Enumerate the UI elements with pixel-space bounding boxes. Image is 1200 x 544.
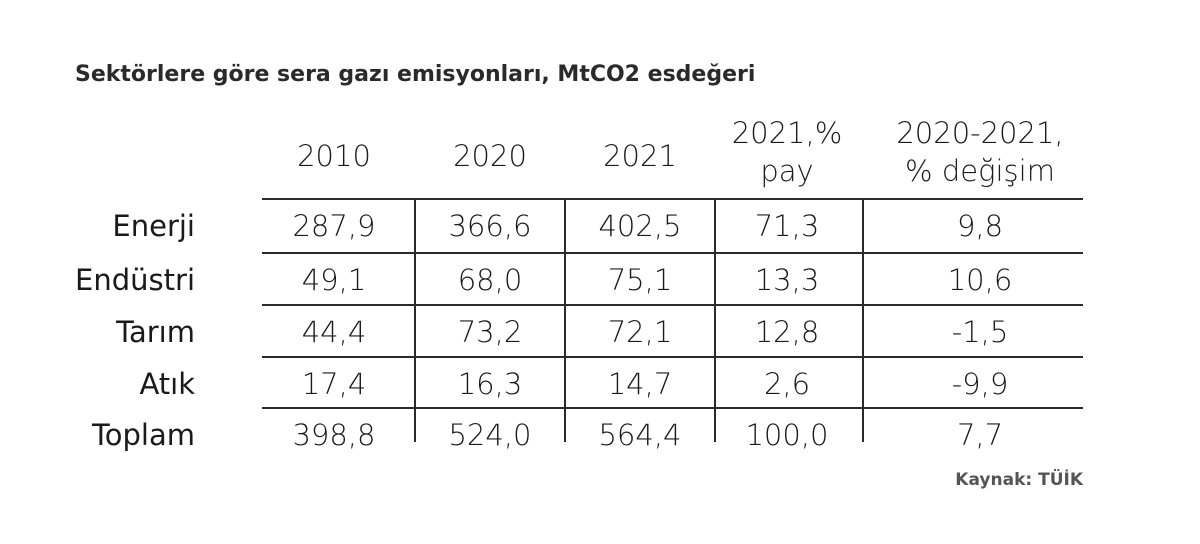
table-cell: 100,0 <box>745 418 829 452</box>
table-cell: -1,5 <box>951 315 1009 349</box>
row-label: Atık <box>139 367 195 401</box>
column-header: 2020-2021, % değişim <box>880 114 1080 190</box>
row-label: Tarım <box>116 315 195 349</box>
table-cell: 12,8 <box>754 315 820 349</box>
table-cell: 10,6 <box>947 263 1013 297</box>
table-cell: 13,3 <box>754 263 820 297</box>
table-cell: 49,1 <box>301 263 367 297</box>
row-divider <box>262 252 1083 254</box>
table-cell: 75,1 <box>607 263 673 297</box>
column-header-line: 2020-2021, <box>896 116 1064 150</box>
table-cell: 16,3 <box>457 367 523 401</box>
table-cell: -9,9 <box>951 367 1009 401</box>
column-header-line: 2020 <box>453 139 527 173</box>
column-header: 2021 <box>540 137 740 175</box>
table-cell: 71,3 <box>754 209 820 243</box>
table-cell: 366,6 <box>448 209 532 243</box>
column-divider <box>714 198 716 442</box>
column-header-line: % değişim <box>905 154 1055 188</box>
column-header: 2021,% pay <box>687 114 887 190</box>
column-header-line: 2021 <box>603 139 677 173</box>
table-cell: 287,9 <box>292 209 376 243</box>
row-label: Toplam <box>91 418 195 452</box>
table-cell: 72,1 <box>607 315 673 349</box>
column-header-line: 2021,% <box>731 116 843 150</box>
table-cell: 44,4 <box>301 315 367 349</box>
row-label: Enerji <box>112 209 195 243</box>
row-divider <box>262 356 1083 358</box>
table-cell: 14,7 <box>607 367 673 401</box>
column-header: 2010 <box>234 137 434 175</box>
table-cell: 564,4 <box>598 418 682 452</box>
row-divider <box>262 407 1083 409</box>
table-cell: 402,5 <box>598 209 682 243</box>
column-divider <box>564 198 566 442</box>
row-divider <box>262 304 1083 306</box>
table-cell: 2,6 <box>763 367 811 401</box>
table-cell: 68,0 <box>457 263 523 297</box>
table-cell: 73,2 <box>457 315 523 349</box>
table-cell: 9,8 <box>956 209 1004 243</box>
source-note: Kaynak: TÜİK <box>955 470 1083 490</box>
column-divider <box>414 198 416 442</box>
column-divider <box>862 198 864 442</box>
chart-title: Sektörlere göre sera gazı emisyonları, M… <box>75 62 756 87</box>
table-cell: 7,7 <box>956 418 1004 452</box>
row-divider <box>262 198 1083 200</box>
column-header-line: 2010 <box>297 139 371 173</box>
column-header-line: pay <box>760 154 814 188</box>
table-cell: 524,0 <box>448 418 532 452</box>
table-cell: 398,8 <box>292 418 376 452</box>
column-header: 2020 <box>390 137 590 175</box>
row-label: Endüstri <box>75 263 195 297</box>
table-cell: 17,4 <box>301 367 367 401</box>
